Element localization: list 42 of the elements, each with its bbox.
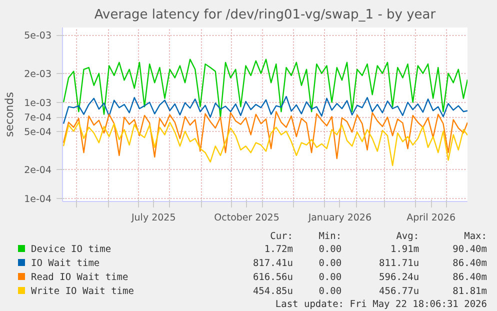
y-tick-label: 5e-03 bbox=[24, 30, 52, 42]
y-axis-title: seconds bbox=[3, 92, 16, 137]
y-tick-label: 1e-03 bbox=[24, 98, 52, 109]
text: 616.56u bbox=[252, 271, 293, 285]
legend-label: Read IO Wait time bbox=[30, 271, 130, 285]
text: 81.81m bbox=[452, 285, 487, 299]
text: Cur: bbox=[269, 231, 293, 243]
y-tick-label: 2e-04 bbox=[24, 165, 52, 176]
text: Max: bbox=[463, 231, 487, 243]
line-series bbox=[62, 111, 468, 160]
text: Last update: Fri May 22 18:06:31 2026 bbox=[274, 299, 487, 311]
line-series bbox=[62, 58, 468, 118]
text: 596.24u bbox=[378, 271, 420, 285]
x-tick-label: January 2026 bbox=[307, 212, 372, 224]
text: 0.00 bbox=[318, 243, 342, 257]
line-series bbox=[62, 96, 468, 124]
line-series bbox=[62, 122, 468, 166]
text: Avg: bbox=[395, 231, 420, 243]
text: 1.91m bbox=[389, 243, 420, 257]
text: 86.40m bbox=[452, 257, 487, 271]
text: 811.71u bbox=[378, 257, 420, 271]
text: 0.00 bbox=[318, 257, 342, 271]
y-tick-label: 2e-03 bbox=[24, 68, 52, 80]
legend-label: IO Wait time bbox=[30, 257, 101, 271]
text: 86.40m bbox=[452, 271, 487, 285]
y-tick-label: 5e-04 bbox=[24, 126, 52, 138]
text: 454.85u bbox=[252, 285, 293, 299]
x-tick-label: April 2026 bbox=[406, 212, 456, 224]
y-tick-label: 7e-04 bbox=[24, 112, 52, 124]
text: 90.40m bbox=[452, 243, 487, 257]
legend-label: Write IO Wait time bbox=[30, 285, 135, 299]
text: Min: bbox=[318, 231, 342, 243]
text: 0.00 bbox=[318, 285, 342, 299]
chart-title: Average latency for /dev/ring01-vg/swap_1 - by year bbox=[94, 8, 436, 22]
text: 1.72m bbox=[263, 243, 293, 257]
text: 817.41u bbox=[252, 257, 293, 271]
legend-label: Device IO time bbox=[30, 243, 112, 257]
x-tick-label: October 2025 bbox=[214, 212, 280, 224]
y-tick-label: 1e-04 bbox=[24, 194, 52, 205]
text: 0.00 bbox=[318, 271, 342, 285]
text: 456.77u bbox=[378, 285, 420, 299]
x-tick-label: July 2025 bbox=[130, 212, 176, 224]
